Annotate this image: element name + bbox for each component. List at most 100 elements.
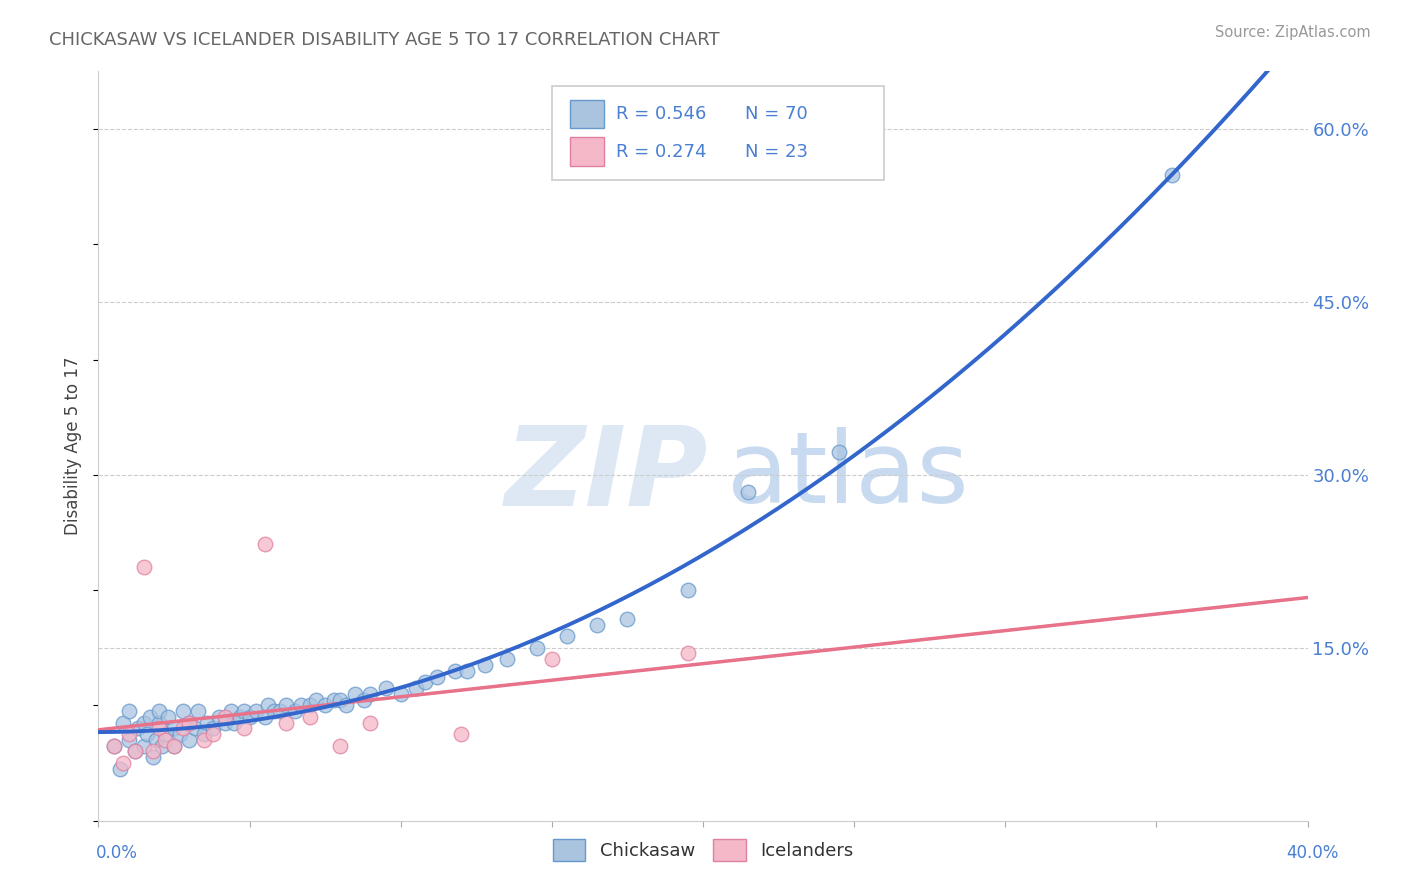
Point (299, 698, 322, 713)
Point (232, 722, 254, 736)
Text: atlas: atlas (727, 427, 969, 524)
Point (323, 692, 346, 706)
Text: R = 0.546: R = 0.546 (616, 105, 706, 123)
Point (335, 698, 357, 713)
Point (214, 715, 236, 730)
Point (353, 692, 375, 706)
Point (195, 715, 218, 730)
Point (344, 687, 367, 701)
Point (389, 687, 412, 701)
Point (284, 704, 307, 718)
Point (187, 704, 209, 718)
Point (179, 733, 201, 747)
Point (253, 537, 276, 551)
Point (676, 583, 699, 598)
Point (450, 727, 472, 741)
Point (169, 727, 191, 741)
Point (1160, 168, 1182, 182)
Text: N = 23: N = 23 (745, 143, 808, 161)
Point (405, 681, 427, 695)
Point (314, 698, 336, 713)
Point (163, 722, 186, 736)
Point (132, 739, 155, 753)
Point (329, 739, 352, 753)
Point (103, 739, 125, 753)
Point (127, 722, 149, 736)
Point (229, 710, 252, 724)
Point (118, 704, 141, 718)
Point (495, 652, 517, 666)
Point (426, 669, 449, 683)
Point (142, 744, 165, 758)
Point (202, 722, 225, 736)
Point (305, 692, 328, 706)
Point (239, 710, 262, 724)
Text: N = 70: N = 70 (745, 105, 808, 123)
Point (456, 664, 478, 678)
Text: ZIP: ZIP (505, 423, 709, 530)
Point (253, 710, 276, 724)
Point (103, 739, 125, 753)
Point (299, 710, 322, 724)
Point (139, 710, 162, 724)
Point (360, 687, 382, 701)
Point (124, 744, 146, 758)
Point (153, 727, 176, 741)
Point (148, 715, 170, 730)
Point (413, 675, 436, 690)
Point (193, 727, 215, 741)
Bar (569, 137, 603, 166)
Point (148, 704, 170, 718)
Point (232, 704, 254, 718)
Point (474, 658, 496, 673)
Point (135, 727, 157, 741)
Point (124, 744, 146, 758)
Point (208, 710, 231, 724)
Point (214, 710, 236, 724)
Y-axis label: Disability Age 5 to 17: Disability Age 5 to 17 (65, 357, 83, 535)
Point (118, 733, 141, 747)
Point (555, 629, 578, 643)
Point (156, 710, 179, 724)
Text: R = 0.274: R = 0.274 (616, 143, 706, 161)
Point (290, 698, 312, 713)
Point (224, 715, 246, 730)
Point (202, 727, 225, 741)
Point (108, 762, 131, 776)
Point (172, 722, 194, 736)
Point (263, 704, 285, 718)
Point (828, 444, 851, 458)
Point (360, 715, 382, 730)
FancyBboxPatch shape (551, 87, 884, 180)
Point (111, 756, 134, 770)
Point (737, 485, 759, 500)
Point (172, 704, 194, 718)
Point (274, 715, 297, 730)
Point (132, 715, 155, 730)
Point (444, 664, 467, 678)
Point (142, 750, 165, 764)
Bar (569, 100, 603, 128)
Point (616, 612, 638, 626)
Point (586, 617, 609, 632)
Point (184, 722, 207, 736)
Point (540, 652, 562, 666)
Point (145, 733, 167, 747)
Point (148, 722, 170, 736)
Point (193, 733, 215, 747)
Point (179, 715, 201, 730)
Text: CHICKASAW VS ICELANDER DISABILITY AGE 5 TO 17 CORRELATION CHART: CHICKASAW VS ICELANDER DISABILITY AGE 5 … (49, 31, 720, 49)
Point (676, 647, 699, 661)
Point (132, 560, 155, 574)
Point (526, 640, 548, 655)
Point (163, 739, 186, 753)
Point (274, 698, 297, 713)
Point (118, 727, 141, 741)
Point (150, 739, 173, 753)
Point (153, 733, 176, 747)
Point (245, 704, 267, 718)
Point (374, 681, 396, 695)
Point (179, 715, 201, 730)
Point (163, 739, 186, 753)
Text: 0.0%: 0.0% (96, 844, 138, 862)
